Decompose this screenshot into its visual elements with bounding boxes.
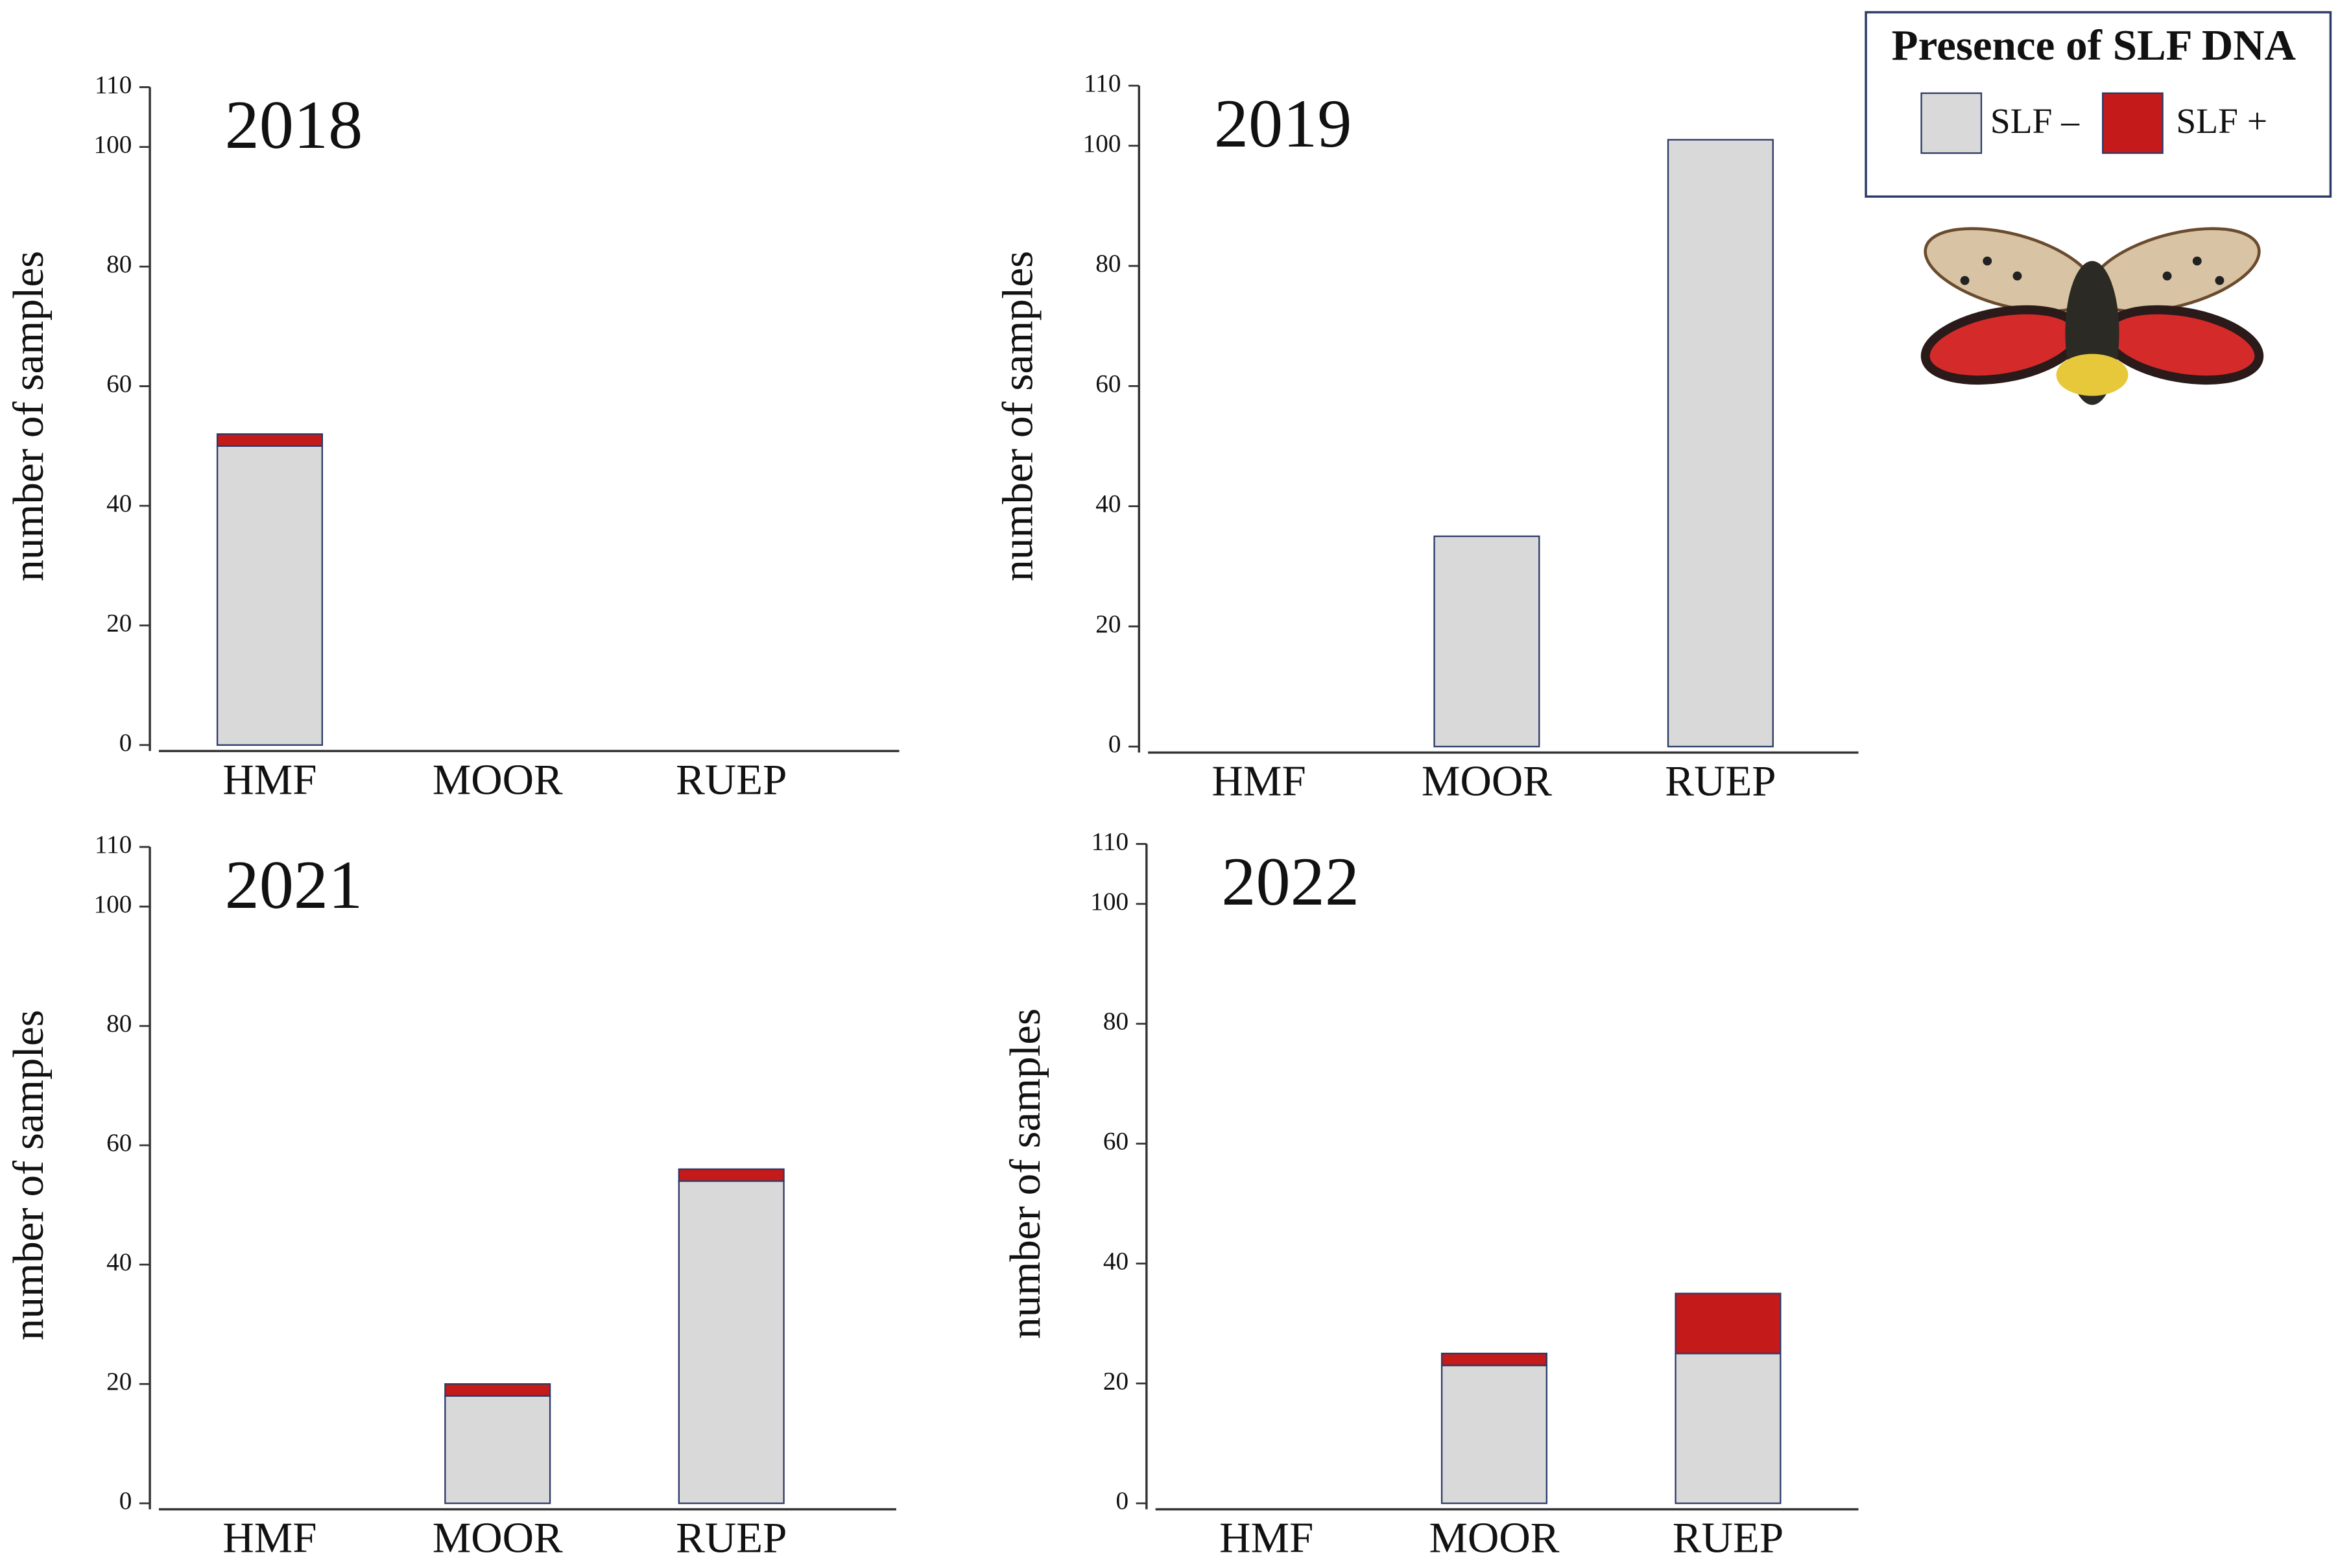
bar-segment [1440, 1364, 1548, 1504]
chart-title: 2022 [1221, 843, 1359, 920]
y-tick-label: 100 [93, 890, 132, 918]
x-tick-label: MOOR [433, 755, 563, 803]
y-tick-label: 0 [119, 729, 132, 757]
bar-segment [216, 445, 323, 746]
y-tick-label: 40 [1103, 1248, 1128, 1276]
legend-swatch [2102, 92, 2164, 154]
y-tick-label: 110 [1091, 827, 1128, 855]
bar-segment [216, 433, 323, 447]
y-tick-label: 40 [106, 1248, 132, 1276]
y-axis-label: number of samples [5, 251, 53, 582]
legend-label: SLF – [1990, 101, 2080, 141]
x-tick-label: HMF [1212, 757, 1306, 805]
y-tick-label: 0 [119, 1487, 132, 1515]
y-tick-label: 80 [1103, 1008, 1128, 1036]
y-tick-label: 20 [106, 1368, 132, 1396]
y-axis-label: number of samples [5, 1010, 53, 1340]
bar-segment [1667, 139, 1774, 748]
chart-panel: 0 20 40 60 80 100 110 number of samples 2022 HMF M… [1001, 827, 1859, 1562]
chart-panel: 0 20 40 60 80 100 110 number of samples 2019 HMF M… [994, 69, 1859, 805]
bar-segment [1433, 535, 1540, 748]
x-tick-label: RUEP [1673, 1514, 1783, 1562]
bar-segment [1675, 1292, 1782, 1355]
insect-illustration [1920, 227, 2264, 405]
y-tick-label: 100 [1083, 130, 1121, 158]
chart-title: 2018 [225, 86, 363, 163]
y-tick-label: 80 [106, 1010, 132, 1038]
y-tick-label: 40 [106, 490, 132, 517]
y-tick-label: 80 [106, 250, 132, 278]
x-tick-label: RUEP [676, 755, 787, 803]
legend-swatch [1920, 92, 1983, 154]
y-tick-label: 60 [1103, 1128, 1128, 1156]
y-tick-label: 60 [106, 1129, 132, 1157]
y-tick-label: 20 [1103, 1367, 1128, 1395]
x-tick-label: HMF [222, 1514, 316, 1562]
legend: Presence of SLF DNA SLF – SLF + [1865, 11, 2332, 198]
bar-segment [444, 1383, 551, 1397]
y-tick-label: 0 [1108, 730, 1121, 758]
y-tick-label: 100 [93, 131, 132, 159]
chart-title: 2021 [225, 846, 363, 923]
y-tick-label: 80 [1095, 250, 1121, 278]
x-tick-label: MOOR [1422, 757, 1552, 805]
y-tick-label: 60 [1095, 370, 1121, 398]
bar-segment [444, 1395, 551, 1504]
y-axis-label: number of samples [1001, 1008, 1049, 1339]
y-tick-label: 60 [106, 370, 132, 398]
x-tick-label: RUEP [1665, 757, 1776, 805]
y-tick-label: 0 [1115, 1487, 1128, 1515]
y-tick-label: 110 [1084, 69, 1121, 97]
y-tick-label: 100 [1090, 888, 1128, 916]
y-tick-label: 110 [95, 831, 132, 859]
legend-title: Presence of SLF DNA [1892, 21, 2296, 69]
y-axis-label: number of samples [994, 251, 1042, 582]
x-tick-label: MOOR [1429, 1514, 1559, 1562]
chart-panel: 0 20 40 60 80 100 110 number of samples 2018 HMF M… [5, 71, 900, 803]
x-tick-label: RUEP [676, 1514, 787, 1562]
chart-panel: 0 20 40 60 80 100 110 number of samples 2021 HMF M… [5, 831, 896, 1562]
bar-segment [678, 1168, 785, 1182]
y-tick-label: 110 [95, 71, 132, 99]
bar-segment [678, 1180, 785, 1504]
x-tick-label: HMF [222, 755, 316, 803]
x-tick-label: HMF [1219, 1514, 1313, 1562]
y-tick-label: 20 [1095, 610, 1121, 638]
bar-segment [1675, 1352, 1782, 1504]
x-tick-label: MOOR [433, 1514, 563, 1562]
legend-label: SLF + [2176, 101, 2267, 141]
y-tick-label: 40 [1095, 490, 1121, 518]
chart-title: 2019 [1214, 85, 1352, 161]
y-tick-label: 20 [106, 609, 132, 637]
bar-segment [1440, 1352, 1548, 1366]
